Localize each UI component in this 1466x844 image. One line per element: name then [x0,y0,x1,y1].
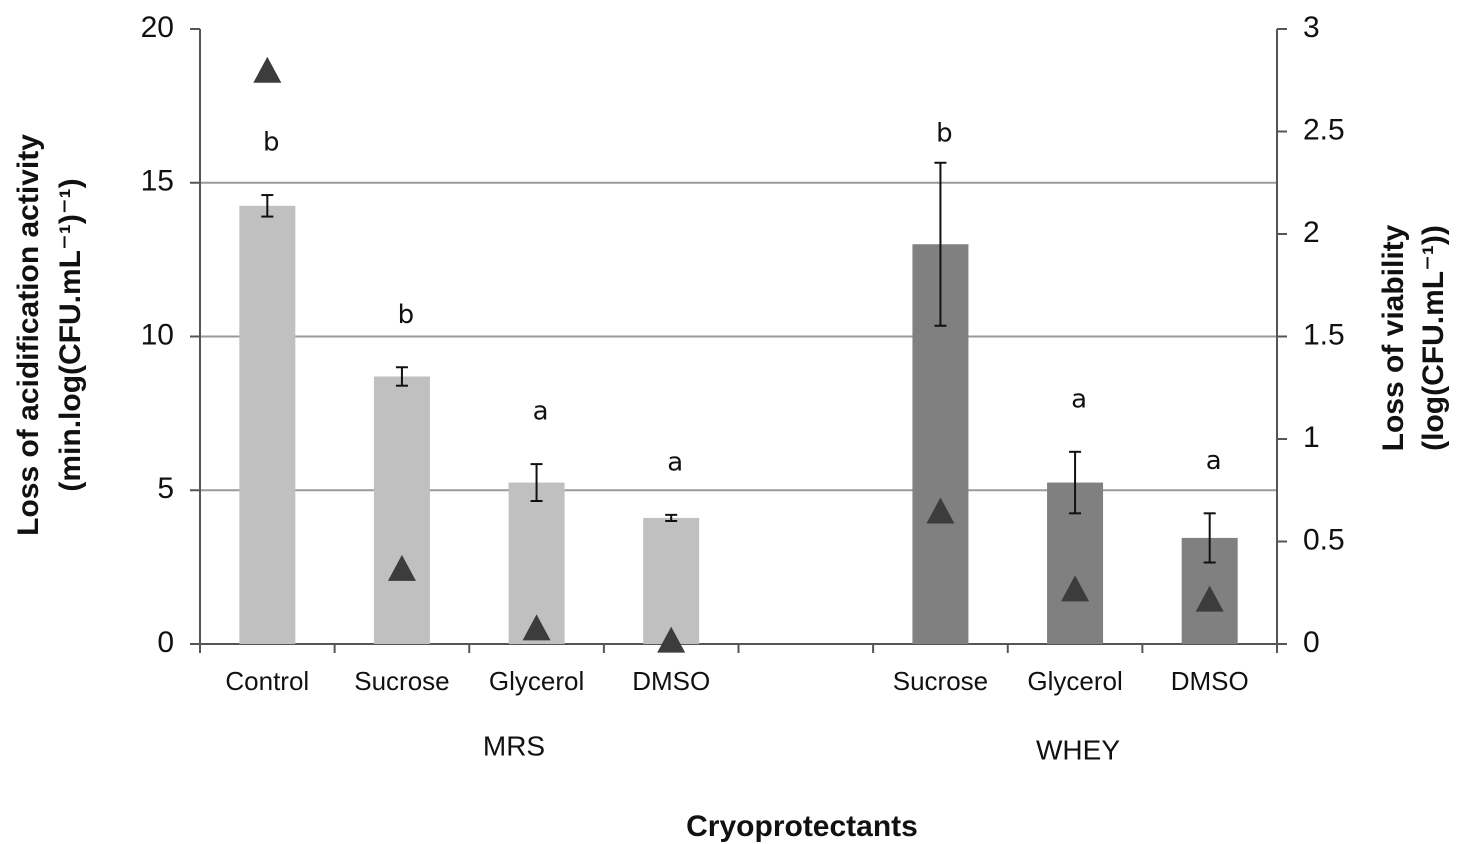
y-tick-label: 20 [141,11,174,44]
y-tick-label: 0 [157,626,174,659]
error-bar [1203,512,1216,564]
x-tick-label: Sucrose [893,666,988,696]
triangle-marker [387,554,416,581]
group-label: MRS [483,730,545,761]
y2-axis-title: (log(CFU.mL⁻¹)) [1417,225,1450,451]
y-axis-title: Loss of acidification activity [12,134,45,536]
bar [373,376,430,644]
significance-letter: a [1206,446,1222,476]
triangle-marker [1195,585,1224,612]
y-tick-label: 15 [141,165,174,198]
y-axis-title: (min.log(CFU.mL⁻¹)⁻¹) [54,178,87,491]
error-bar [395,366,408,387]
error-bar [1069,450,1082,515]
triangle-marker [522,614,551,641]
y2-tick-label: 1.5 [1303,318,1345,351]
error-bar [665,513,678,522]
error-bar [261,194,274,218]
triangle-marker [253,56,282,83]
y-tick-label: 5 [157,472,174,505]
x-tick-label: Glycerol [489,666,584,696]
x-tick-label: Control [225,666,309,696]
significance-letter: a [533,397,549,427]
y-tick-label: 10 [141,318,174,351]
bar [643,517,700,644]
error-bar [530,463,543,503]
significance-letter: b [263,128,280,158]
x-tick-label: Glycerol [1027,666,1122,696]
significance-letter: a [1071,384,1087,414]
triangle-marker [1061,575,1090,602]
y2-tick-label: 3 [1303,11,1320,44]
triangle-marker [657,626,686,653]
x-tick-label: Sucrose [354,666,449,696]
significance-letter: a [667,447,683,477]
significance-letter: b [936,119,953,149]
x-tick-label: DMSO [1171,666,1249,696]
y2-tick-label: 2 [1303,216,1320,249]
group-label: WHEY [1036,734,1120,765]
x-axis-title: Cryoprotectants [686,810,918,843]
y2-axis-title: Loss of viability [1377,224,1410,451]
y2-tick-label: 2.5 [1303,113,1345,146]
x-tick-label: DMSO [632,666,710,696]
bar [239,205,296,644]
error-bar [934,161,947,327]
y2-tick-label: 1 [1303,421,1320,454]
significance-letter: b [398,300,415,330]
triangle-marker [926,497,955,524]
y2-tick-label: 0.5 [1303,523,1345,556]
y2-tick-label: 0 [1303,626,1320,659]
